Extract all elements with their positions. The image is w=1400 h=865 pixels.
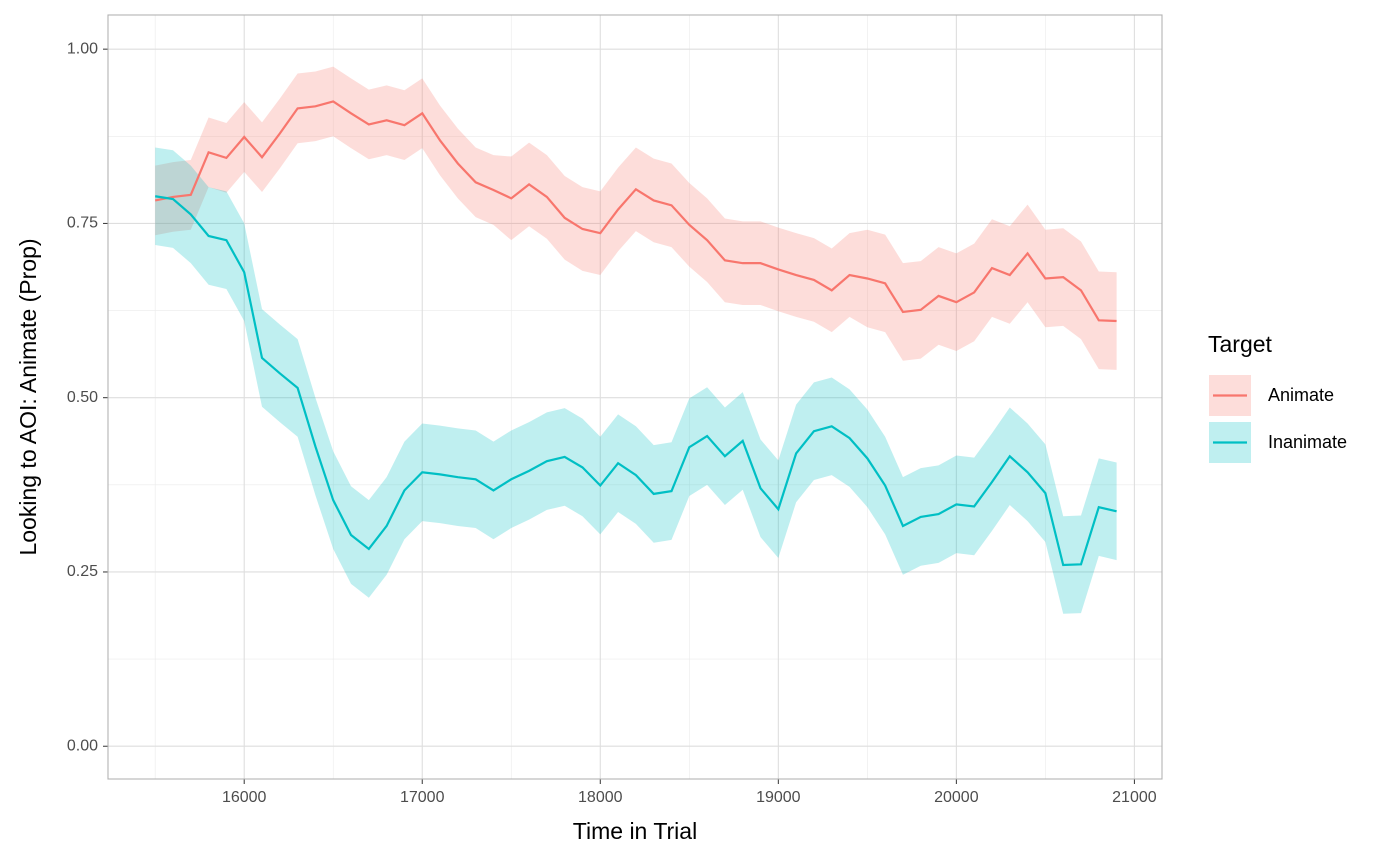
y-tick-label: 0.25: [67, 563, 98, 580]
legend-label: Animate: [1268, 385, 1334, 405]
line: [154, 100, 1117, 323]
y-tick-label: 1.00: [67, 40, 98, 57]
x-tick-label: 16000: [222, 789, 267, 806]
legend-label: Inanimate: [1268, 432, 1347, 452]
x-axis-title: Time in Trial: [573, 818, 697, 844]
ribbon: [155, 66, 1117, 370]
y-tick-label: 0.00: [67, 737, 98, 754]
panel-border: [107, 14, 1163, 780]
y-tick-label: 0.50: [67, 389, 98, 406]
ribbon: [155, 147, 1117, 614]
x-tick-label: 19000: [756, 789, 801, 806]
y-axis-title: Looking to AOI: Animate (Prop): [15, 238, 41, 555]
x-tick-label: 20000: [934, 789, 979, 806]
y-tick-label: 0.75: [67, 215, 98, 232]
line: [155, 195, 1117, 567]
x-tick-label: 21000: [1112, 789, 1157, 806]
x-tick-label: 18000: [578, 789, 623, 806]
x-tick-label: 17000: [400, 789, 445, 806]
legend-title: Target: [1208, 331, 1273, 357]
